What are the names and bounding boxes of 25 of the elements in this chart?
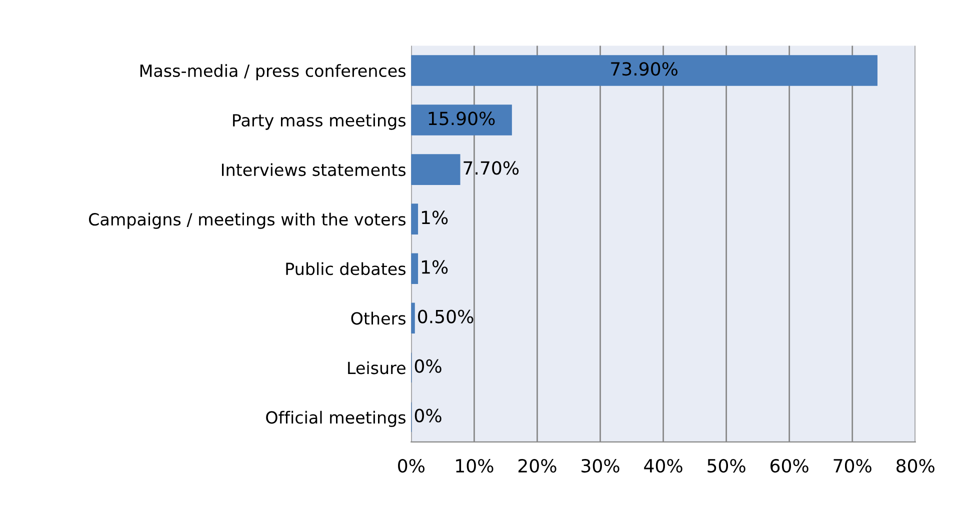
data-label: 0.50% [418,310,474,324]
x-tick-label: 70% [834,458,872,473]
x-tick-label: 50% [708,458,746,473]
x-tick-label: 40% [644,458,682,473]
y-tick-label: Party mass meetings [233,114,406,130]
data-label: 15.90% [428,112,495,126]
data-label: 1% [422,260,448,274]
y-tick-label: Mass-media / press conferences [140,64,406,80]
x-tick-label: 20% [518,458,556,473]
data-label: 0% [414,408,442,422]
x-tick-label: 0% [398,458,425,473]
x-tick-label: 80% [896,458,934,473]
data-label: 0% [414,359,442,373]
data-label: 7.70% [464,161,519,175]
y-tick-label: Leisure [348,361,406,374]
data-label: 1% [422,210,448,224]
y-tick-label: Official meetings [266,410,406,427]
y-tick-label: Interviews statements [222,163,406,176]
x-tick-label: 60% [770,458,808,473]
x-tick-label: 10% [456,458,494,473]
x-tick-label: 30% [582,458,620,473]
y-tick-label: Public debates [286,262,406,276]
y-tick-label: Campaigns / meetings with the voters [88,212,406,229]
data-label: 73.90% [611,62,678,76]
y-tick-label: Others [351,312,406,325]
